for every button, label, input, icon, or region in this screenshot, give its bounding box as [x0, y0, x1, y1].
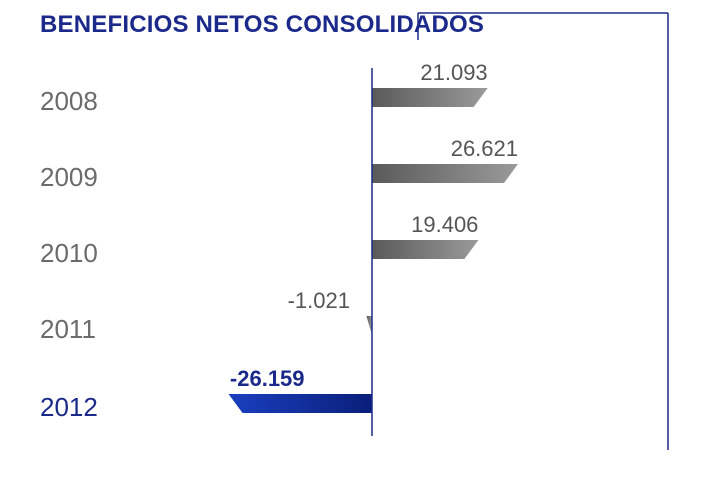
year-label-2009: 2009 [40, 162, 98, 192]
year-label-2012: 2012 [40, 392, 98, 422]
year-label-2010: 2010 [40, 238, 98, 268]
value-label-2008: 21.093 [420, 60, 487, 85]
value-label-2009: 26.621 [451, 136, 518, 161]
value-label-2012: -26.159 [230, 366, 305, 391]
chart-marks: 2008 21.093 2009 26.621 2010 19.406 2011 -1.021… [40, 60, 518, 422]
year-label-2008: 2008 [40, 86, 98, 116]
value-label-2010: 19.406 [411, 212, 478, 237]
value-label-2011: -1.021 [288, 288, 350, 313]
bar-2009 [372, 164, 518, 183]
bar-2012 [228, 394, 372, 413]
bar-2011 [366, 316, 372, 335]
chart-title: BENEFICIOS NETOS CONSOLIDADOS [40, 11, 484, 38]
bar-2010 [372, 240, 479, 259]
year-label-2011: 2011 [40, 314, 96, 344]
bar-2008 [372, 88, 488, 107]
